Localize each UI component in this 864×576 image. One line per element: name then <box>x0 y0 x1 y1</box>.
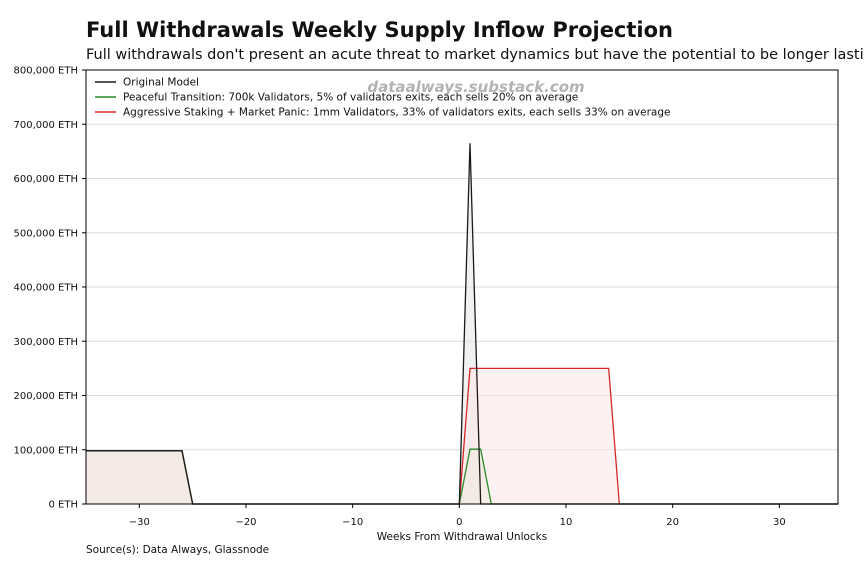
y-tick-label: 300,000 ETH <box>14 337 78 348</box>
source-note: Source(s): Data Always, Glassnode <box>86 544 270 556</box>
x-axis-label: Weeks From Withdrawal Unlocks <box>377 531 547 543</box>
y-tick-label: 400,000 ETH <box>14 283 78 294</box>
chart-subtitle: Full withdrawals don't present an acute … <box>86 47 864 63</box>
y-tick-label: 200,000 ETH <box>14 391 78 402</box>
x-tick-label: −30 <box>129 517 150 528</box>
legend-label-aggressive-staking: Aggressive Staking + Market Panic: 1mm V… <box>123 107 670 119</box>
legend-label-original-model: Original Model <box>123 77 199 89</box>
y-tick-label: 600,000 ETH <box>14 174 78 185</box>
y-tick-label: 800,000 ETH <box>14 66 78 77</box>
legend: Original Model Peaceful Transition: 700k … <box>95 77 670 119</box>
legend-label-peaceful-transition: Peaceful Transition: 700k Validators, 5%… <box>123 92 578 104</box>
x-tick-label: −20 <box>235 517 256 528</box>
x-tick-label: −10 <box>342 517 363 528</box>
chart-title: Full Withdrawals Weekly Supply Inflow Pr… <box>86 18 673 42</box>
watermark: dataalways.substack.com <box>367 78 584 96</box>
x-tick-label: 30 <box>773 517 786 528</box>
x-axis: −30 −20 −10 0 10 20 30 <box>129 504 786 528</box>
y-tick-label: 500,000 ETH <box>14 228 78 239</box>
x-tick-label: 0 <box>456 517 462 528</box>
y-tick-label: 100,000 ETH <box>14 445 78 456</box>
y-tick-label: 700,000 ETH <box>14 120 78 131</box>
x-tick-label: 10 <box>560 517 573 528</box>
y-tick-label: 0 ETH <box>49 500 79 511</box>
y-axis: 0 ETH 100,000 ETH 200,000 ETH 300,000 ETH 40… <box>14 66 86 511</box>
x-tick-label: 20 <box>666 517 679 528</box>
